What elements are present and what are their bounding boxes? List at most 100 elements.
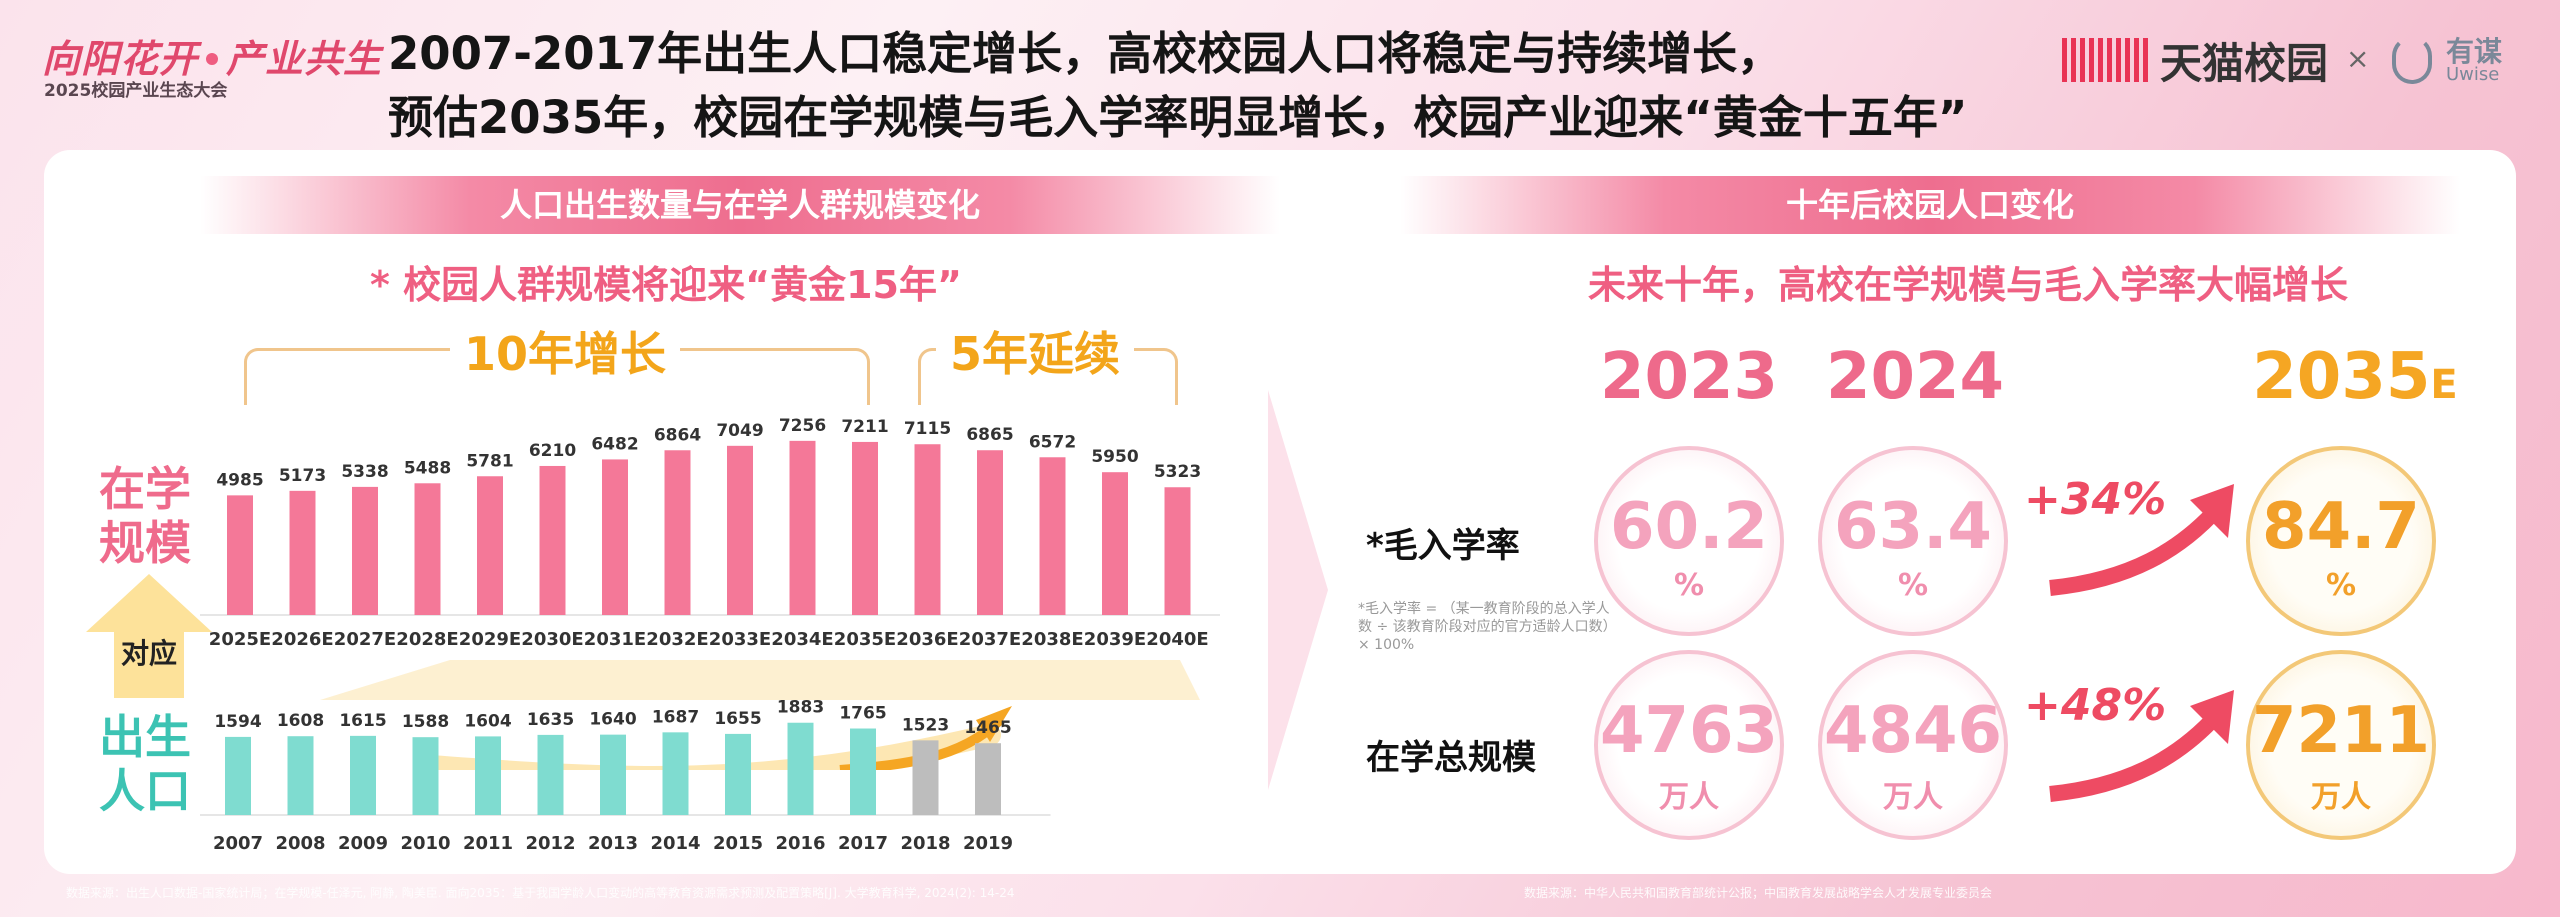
label-enrolled: 在学规模 — [99, 462, 191, 570]
bar-value-label: 5173 — [279, 466, 326, 486]
event-logo-subtitle: 2025校园产业生态大会 — [44, 81, 228, 101]
circle-2024-rate: 63.4 % — [1818, 446, 2008, 636]
circle-2024-total: 4846 万人 — [1818, 650, 2008, 840]
x-tick-label: 2030E — [521, 629, 583, 650]
rate-2024-value: 63.4 — [1834, 490, 1992, 564]
x-tick-label: 2026E — [271, 629, 333, 650]
tmall-barcode-icon — [2062, 38, 2152, 82]
label-correspond: 对应 — [120, 637, 177, 670]
bar — [350, 735, 376, 815]
circle-2035-total: 7211 万人 — [2246, 650, 2436, 840]
bar-value-label: 5338 — [341, 462, 388, 482]
x-tick-label: 2015 — [713, 833, 763, 854]
bar-value-label: 1465 — [964, 718, 1011, 738]
footer-source-left: 数据来源：出生人口数据-国家统计局；在学规模-任泽元, 阿静, 陶美臣. 面向2… — [66, 886, 1015, 900]
x-tick-label: 2039E — [1084, 629, 1146, 650]
bar-value-label: 1588 — [402, 712, 449, 732]
bar — [287, 736, 314, 815]
logo-title-right: 产业共生 — [226, 37, 383, 81]
circle-2023-rate: 60.2 % — [1594, 446, 1784, 636]
gross-enrollment-note: *毛入学率 = （某一教育阶段的总入学人数 ÷ 该教育阶段对应的官方适龄人口数）… — [1358, 601, 1617, 653]
x-tick-label: 2013 — [588, 833, 638, 854]
bar — [412, 737, 439, 815]
x-tick-label: 2017 — [838, 833, 888, 854]
rate-2035-unit: % — [2325, 568, 2357, 603]
x-tick-label: 2014 — [650, 833, 700, 854]
bar-value-label: 6482 — [591, 434, 638, 454]
event-logo-title: 向阳花开 产业共生 — [42, 28, 382, 83]
x-tick-label: 2032E — [646, 629, 708, 650]
right-subtitle: 未来十年，高校在学规模与毛入学率大幅增长 — [1588, 263, 2349, 307]
total-2035-unit: 万人 — [2311, 780, 2371, 815]
flower-icon — [206, 52, 219, 65]
x-tick-label: 2034E — [771, 629, 833, 650]
total-2024-unit: 万人 — [1883, 780, 1943, 815]
bar-value-label: 1765 — [839, 704, 886, 724]
circle-2023-total: 4763 万人 — [1594, 650, 1784, 840]
event-logo: 向阳花开 产业共生 2025校园产业生态大会 — [42, 28, 381, 108]
bar — [600, 734, 626, 815]
year-2035-suffix: E — [2430, 362, 2458, 408]
bar-value-label: 5781 — [466, 451, 513, 471]
births-chart: 1594 2007 1608 2008 1615 2009 1588 2010 1604 2011… — [200, 698, 1051, 854]
bar-value-label: 1604 — [464, 711, 511, 731]
bar — [852, 441, 878, 615]
x-tick-label: 2011 — [463, 833, 513, 854]
rate-2023-value: 60.2 — [1610, 490, 1768, 564]
bar — [1164, 487, 1191, 615]
bar-value-label: 5323 — [1154, 462, 1201, 482]
growth-arrow-total — [2049, 690, 2234, 802]
x-tick-label: 2019 — [963, 833, 1013, 854]
growth-arrow-rate — [2049, 484, 2234, 596]
circle-2035-rate: 84.7 % — [2246, 446, 2436, 636]
bar-value-label: 7115 — [904, 419, 951, 439]
bar — [414, 483, 441, 615]
uwise-logo-icon — [2392, 36, 2432, 84]
year-2024: 2024 — [1825, 340, 2005, 414]
headline-line-1: 2007-2017年出生人口稳定增长，高校校园人口将稳定与持续增长， — [388, 27, 1783, 80]
bar — [914, 444, 941, 615]
bar-value-label: 6572 — [1029, 432, 1076, 452]
left-band-title: 人口出生数量与在学人群规模变化 — [499, 186, 980, 224]
x-tick-label: 2025E — [209, 629, 271, 650]
rate-2023-unit: % — [1673, 568, 1705, 603]
x-tick-label: 2007 — [213, 833, 263, 854]
bracket-continue-label: 5年延续 — [936, 318, 1135, 384]
bar — [352, 486, 378, 615]
bar — [727, 445, 753, 615]
correspond-arrow — [86, 574, 212, 698]
bar-value-label: 7049 — [716, 421, 763, 441]
bar-value-label: 1615 — [339, 711, 386, 731]
bar-value-label: 5488 — [404, 458, 451, 478]
row-label-gross-enrollment: *毛入学率 — [1366, 526, 1520, 566]
x-tick-label: 2027E — [334, 629, 396, 650]
bar — [477, 476, 503, 615]
bar-value-label: 6865 — [966, 425, 1013, 445]
bar — [537, 734, 564, 815]
bar-value-label: 6210 — [529, 441, 576, 461]
x-tick-label: 2037E — [959, 629, 1021, 650]
x-tick-label: 2028E — [396, 629, 458, 650]
divider-arrow — [1268, 390, 1328, 790]
bar-value-label: 1523 — [902, 715, 949, 735]
bar-value-label: 6864 — [654, 425, 701, 445]
x-tick-label: 2029E — [459, 629, 521, 650]
rate-2035-value: 84.7 — [2262, 490, 2420, 564]
bar — [289, 490, 316, 615]
page-headline: 2007-2017年出生人口稳定增长，高校校园人口将稳定与持续增长， 预估203… — [388, 22, 1967, 150]
bar — [225, 736, 251, 815]
row-label-total-enrollment: 在学总规模 — [1366, 738, 1536, 778]
x-tick-label: 2035E — [834, 629, 896, 650]
bar — [475, 736, 501, 815]
bar-value-label: 1883 — [777, 698, 824, 718]
bar — [662, 732, 689, 815]
bar — [912, 740, 939, 815]
bar — [602, 459, 628, 615]
x-tick-label: 2031E — [584, 629, 646, 650]
year-2035-value: 2035 — [2252, 340, 2431, 414]
bar — [977, 450, 1003, 615]
label-births: 出生人口 — [99, 710, 191, 818]
growth-rate-label: +34% — [2024, 474, 2167, 525]
x-tick-label: 2040E — [1146, 629, 1208, 650]
x-tick-label: 2010 — [400, 833, 450, 854]
